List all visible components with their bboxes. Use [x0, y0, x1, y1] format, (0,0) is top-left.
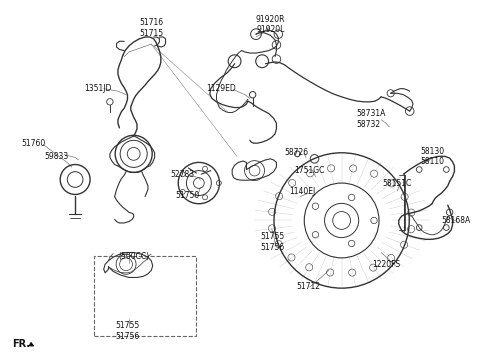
Text: 1351JD: 1351JD — [84, 84, 112, 93]
Text: 51760: 51760 — [22, 139, 46, 148]
Text: 51712: 51712 — [296, 282, 320, 291]
Text: 51755
51756: 51755 51756 — [261, 232, 285, 252]
Text: 58168A: 58168A — [442, 216, 471, 225]
Text: 58130
58110: 58130 58110 — [420, 146, 444, 166]
Text: 91920R
91920L: 91920R 91920L — [255, 15, 285, 34]
Text: 51755
51756: 51755 51756 — [115, 321, 140, 341]
Text: 52783: 52783 — [170, 170, 194, 179]
Text: FR.: FR. — [12, 339, 30, 349]
Text: 1140EJ: 1140EJ — [289, 187, 315, 196]
Text: 51750: 51750 — [175, 191, 199, 200]
Text: 58151C: 58151C — [382, 178, 411, 187]
Text: 58731A
58732: 58731A 58732 — [356, 109, 385, 129]
Text: 58726: 58726 — [285, 148, 309, 157]
Text: 1129ED: 1129ED — [206, 84, 236, 93]
Text: 1220FS: 1220FS — [372, 261, 401, 270]
Text: 51716
51715: 51716 51715 — [139, 18, 163, 38]
Text: 59833: 59833 — [44, 152, 68, 161]
Text: 1751GC: 1751GC — [294, 166, 324, 175]
Text: (500CC): (500CC) — [118, 252, 149, 261]
